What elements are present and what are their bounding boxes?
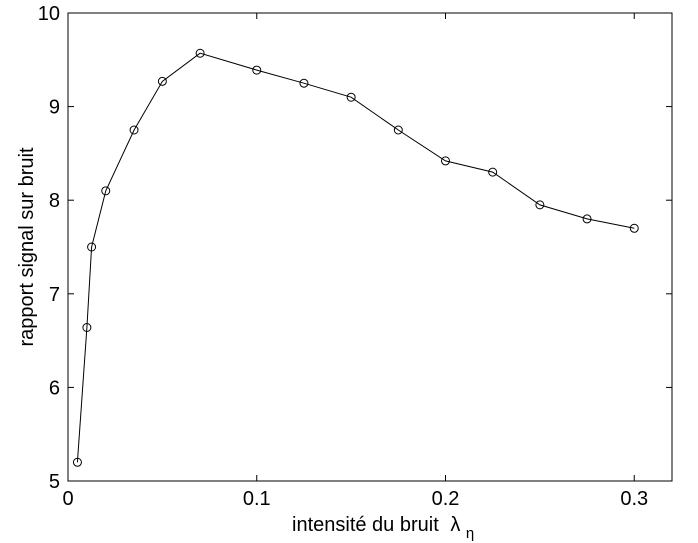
data-point xyxy=(72,457,82,467)
x-axis-label-text: intensité du bruit xyxy=(292,514,439,536)
plot-frame xyxy=(67,12,673,482)
x-tick-label: 0.2 xyxy=(432,488,460,510)
data-point xyxy=(346,92,356,102)
data-point xyxy=(252,65,262,75)
data-point xyxy=(157,76,167,86)
data-point xyxy=(582,214,592,224)
x-axis-label: intensité du bruit λ η xyxy=(292,514,474,542)
data-point xyxy=(629,223,639,233)
x-tick-label: 0 xyxy=(62,488,73,510)
x-axis-ticks: 0 0.1 0.2 0.3 xyxy=(62,13,648,510)
data-point xyxy=(101,186,111,196)
data-point xyxy=(441,156,450,166)
y-tick-label: 9 xyxy=(49,97,60,119)
x-axis-label-symbol: λ xyxy=(450,514,460,536)
data-point xyxy=(535,200,545,210)
x-tick-label: 0.1 xyxy=(243,488,271,510)
series-line xyxy=(76,52,635,463)
data-point xyxy=(488,167,498,177)
data-point xyxy=(393,125,403,135)
y-tick-label: 8 xyxy=(49,190,60,212)
y-tick-label: 10 xyxy=(38,3,60,25)
y-tick-label: 7 xyxy=(49,284,60,306)
data-point xyxy=(195,48,205,58)
data-markers xyxy=(72,48,639,467)
x-tick-label: 0.3 xyxy=(620,488,648,510)
y-tick-label: 6 xyxy=(49,377,60,399)
y-axis-label: rapport signal sur bruit xyxy=(16,147,38,346)
y-axis-ticks: 5 6 7 8 9 10 xyxy=(38,3,672,493)
data-point xyxy=(129,125,139,135)
data-point xyxy=(299,78,309,88)
data-point xyxy=(87,242,97,252)
x-axis-label-subscript: η xyxy=(466,525,474,542)
data-point xyxy=(82,322,92,332)
y-tick-label: 5 xyxy=(49,471,60,493)
